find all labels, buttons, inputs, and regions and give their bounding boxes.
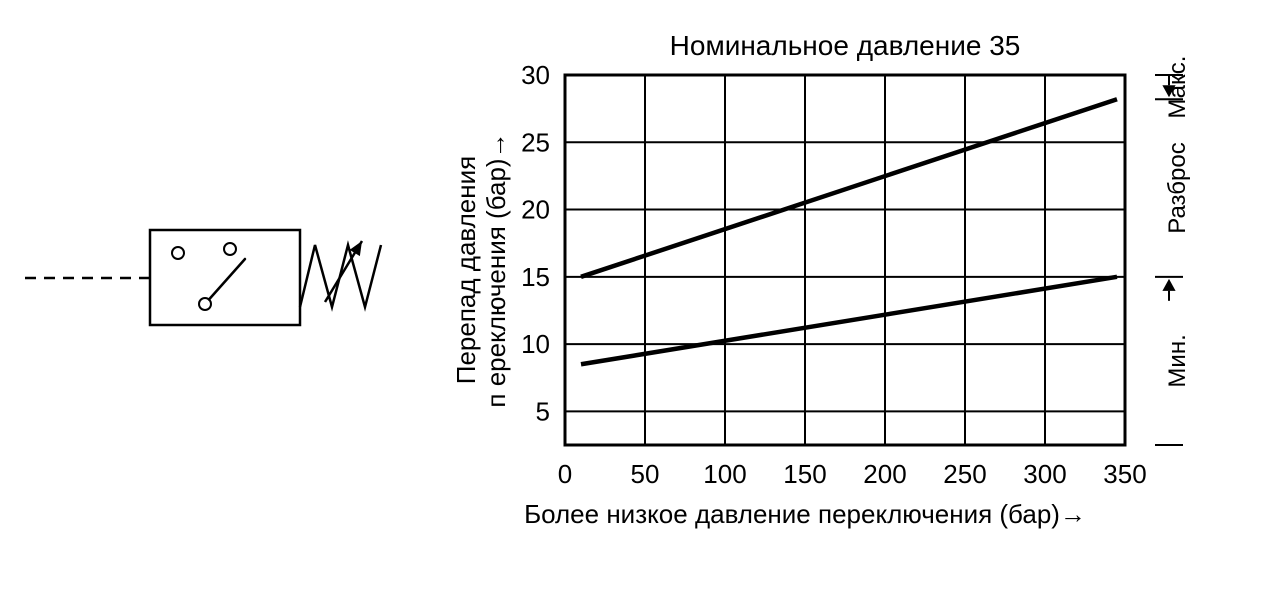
y-axis-label-1: Перепад давления bbox=[451, 156, 481, 384]
pressure-switch-symbol bbox=[25, 230, 381, 325]
side-label-max-text: Макс. bbox=[1164, 56, 1191, 119]
xtick-label: 300 bbox=[1023, 459, 1066, 489]
figure-svg: Номинальное давление 35 0 50 100 150 200 250 30… bbox=[0, 0, 1280, 590]
ytick-label: 5 bbox=[536, 396, 550, 426]
ytick-label: 15 bbox=[521, 262, 550, 292]
ytick-label: 10 bbox=[521, 329, 550, 359]
contact-arm bbox=[209, 259, 245, 300]
ytick-label: 30 bbox=[521, 60, 550, 90]
y-axis-label-group: Перепад давленияп ереключения (бар)→ bbox=[451, 132, 511, 407]
xtick-label: 50 bbox=[631, 459, 660, 489]
figure-root: Номинальное давление 35 0 50 100 150 200 250 30… bbox=[0, 0, 1280, 590]
xtick-label: 0 bbox=[558, 459, 572, 489]
side-label-min-text: Мин. bbox=[1164, 334, 1191, 387]
xtick-label: 100 bbox=[703, 459, 746, 489]
pressure-chart: Номинальное давление 35 0 50 100 150 200 250 30… bbox=[451, 30, 1191, 529]
ytick-label: 20 bbox=[521, 195, 550, 225]
side-label-spread: Разброс bbox=[1164, 142, 1191, 233]
xtick-label: 200 bbox=[863, 459, 906, 489]
xtick-label: 350 bbox=[1103, 459, 1146, 489]
series-upper bbox=[581, 99, 1117, 277]
x-axis-label: Более низкое давление переключения (бар)… bbox=[524, 499, 1086, 529]
contact-top_right bbox=[224, 243, 236, 255]
plot-frame bbox=[565, 75, 1125, 445]
chart-title: Номинальное давление 35 bbox=[670, 30, 1021, 61]
ytick-label: 25 bbox=[521, 127, 550, 157]
side-arrow-up bbox=[1162, 279, 1175, 291]
side-label-max: Макс. bbox=[1164, 56, 1191, 119]
series-lower bbox=[581, 277, 1117, 364]
xtick-label: 150 bbox=[783, 459, 826, 489]
contact-top_left bbox=[172, 247, 184, 259]
y-axis-label-2: п ереключения (бар)→ bbox=[481, 132, 511, 407]
xtick-label: 250 bbox=[943, 459, 986, 489]
side-label-spread-text: Разброс bbox=[1164, 142, 1191, 233]
side-label-min: Мин. bbox=[1164, 334, 1191, 387]
